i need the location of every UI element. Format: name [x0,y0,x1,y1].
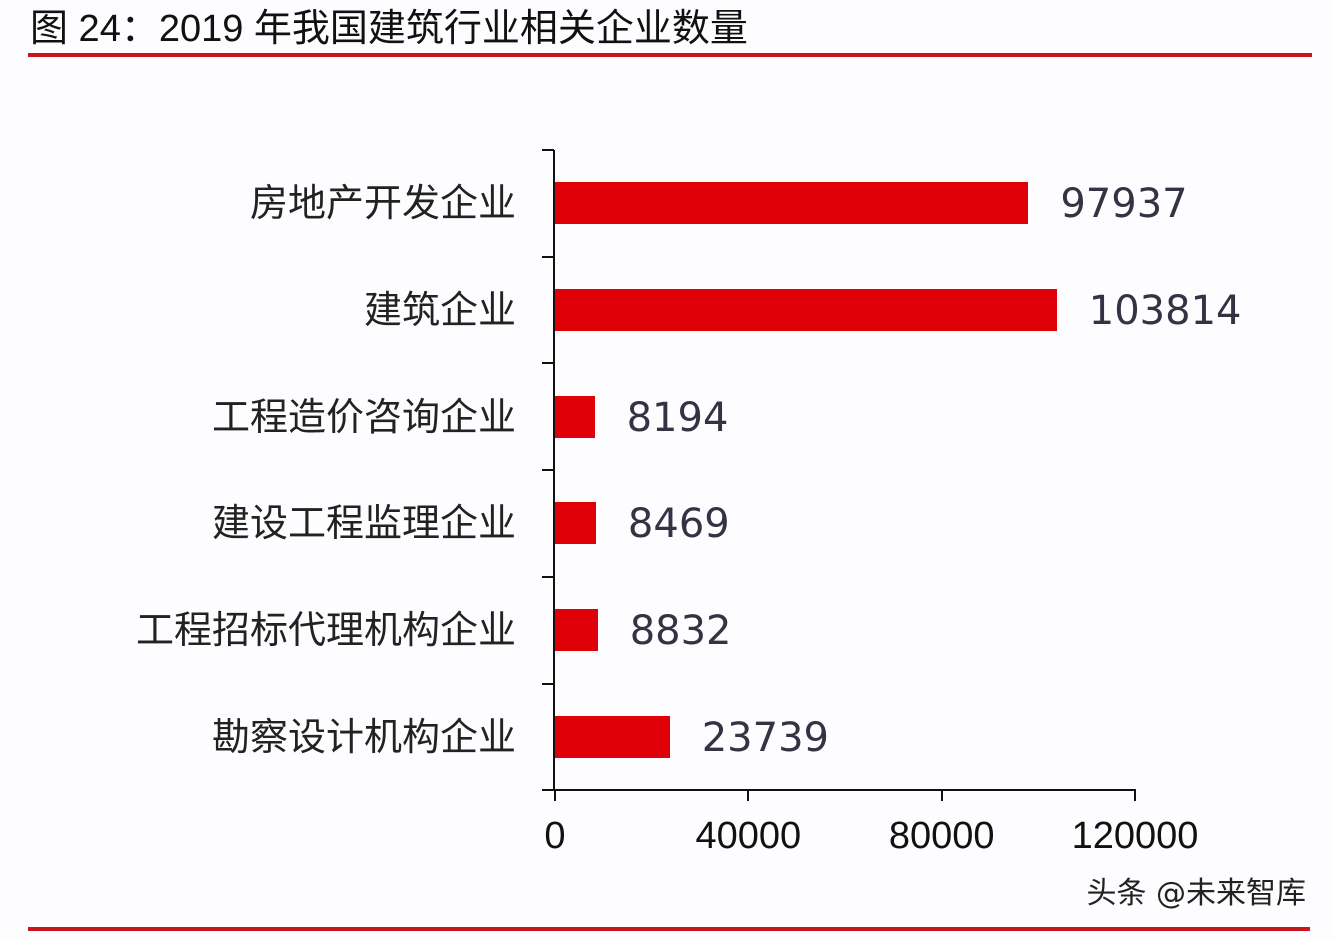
bar [555,289,1057,332]
y-axis-tick [542,682,554,685]
category-label: 工程招标代理机构企业 [135,608,516,653]
bar [555,609,598,652]
x-axis-tick [940,789,943,801]
title-underline [28,53,1312,57]
y-axis-tick [542,255,554,258]
x-axis-tick [554,789,556,801]
y-axis-tick [542,362,554,365]
y-axis-line [553,150,555,790]
category-label: 建筑企业 [363,288,516,333]
bar [555,395,595,438]
footer-rule [28,927,1310,931]
watermark: 头条 @未来智库 [1086,876,1306,911]
bar-value-label: 97937 [1060,181,1188,228]
x-axis-line [543,789,1135,791]
bar-value-label: 8194 [626,394,729,441]
x-axis-tick-label: 80000 [888,815,995,857]
x-axis-tick [1134,789,1136,801]
bar [555,715,670,758]
bar [555,182,1029,225]
bar-value-label: 8832 [629,608,732,655]
bar-value-label: 23739 [701,714,829,761]
x-axis-tick-label: 0 [544,815,566,857]
y-axis-tick [542,789,554,792]
x-axis-tick-label: 120000 [1071,815,1199,857]
category-label: 工程造价咨询企业 [211,394,516,439]
bar [555,502,596,545]
bar-value-label: 8469 [627,501,730,548]
chart-title: 图 24：2019 年我国建筑行业相关企业数量 [30,8,748,50]
x-axis-tick [747,789,750,801]
y-axis-tick [542,575,554,578]
y-axis-tick [542,469,554,472]
category-label: 勘察设计机构企业 [211,714,516,759]
category-label: 建设工程监理企业 [211,501,516,546]
bar-value-label: 103814 [1088,288,1242,335]
y-axis-tick [542,149,554,151]
category-label: 房地产开发企业 [249,181,516,226]
x-axis-tick-label: 40000 [695,815,802,857]
